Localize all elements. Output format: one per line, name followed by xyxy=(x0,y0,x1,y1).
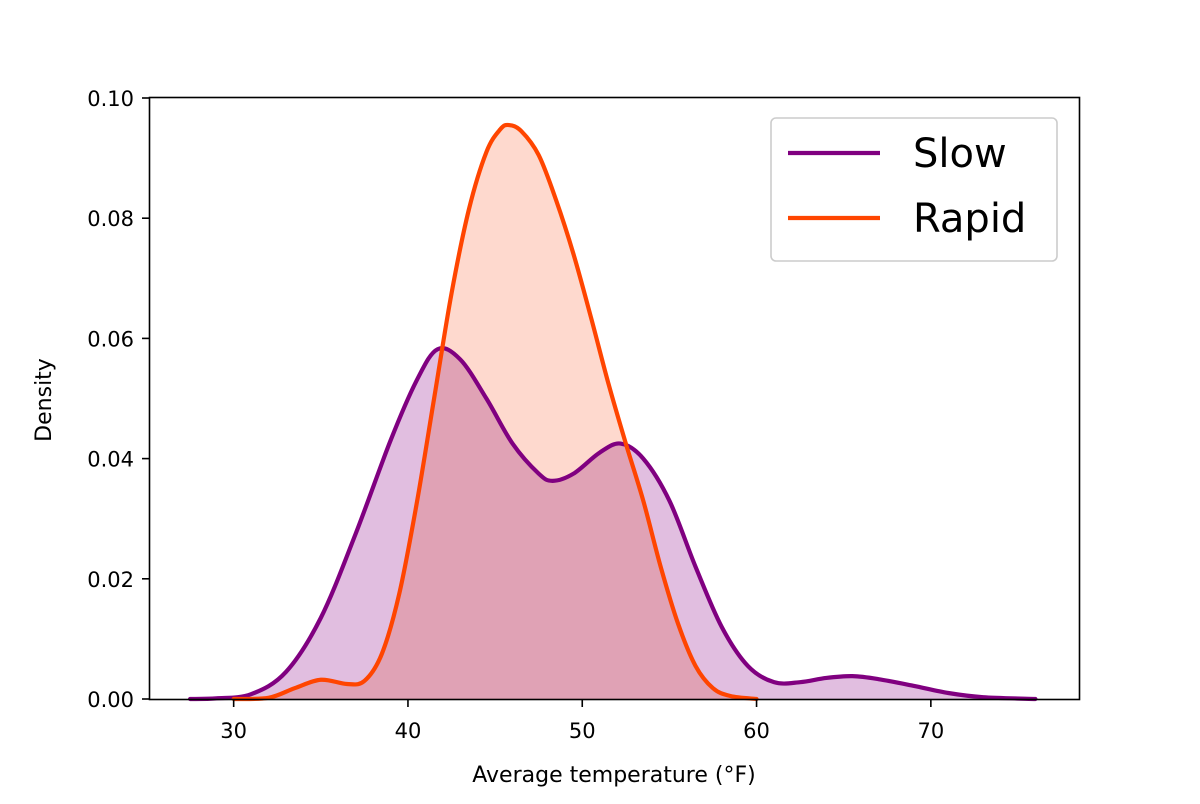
rapid-density-line xyxy=(231,122,759,702)
x-tick-label: 40 xyxy=(395,719,422,743)
legend: Slow Rapid xyxy=(770,117,1058,262)
y-tick-label: 0.08 xyxy=(87,207,134,231)
legend-label-rapid: Rapid xyxy=(913,196,1026,242)
legend-label-slow: Slow xyxy=(913,131,1007,177)
x-tick-label: 70 xyxy=(917,719,944,743)
y-axis-ticks: 0.00 0.02 0.04 0.06 0.08 0.10 xyxy=(87,87,150,712)
x-axis-label: Average temperature (°F) xyxy=(472,763,755,788)
slow-density-line xyxy=(187,346,1038,702)
y-tick-label: 0.00 xyxy=(87,688,134,712)
x-axis-ticks: 30 40 50 60 70 xyxy=(220,699,944,743)
y-axis-label: Density xyxy=(32,358,57,442)
x-tick-label: 30 xyxy=(220,719,247,743)
density-lines xyxy=(187,122,1038,702)
y-tick-label: 0.02 xyxy=(87,568,134,592)
y-tick-label: 0.06 xyxy=(87,327,134,351)
x-tick-label: 50 xyxy=(569,719,596,743)
y-tick-label: 0.10 xyxy=(87,87,134,111)
y-tick-label: 0.04 xyxy=(87,448,134,472)
x-tick-label: 60 xyxy=(743,719,770,743)
plot-frame xyxy=(148,96,1081,701)
